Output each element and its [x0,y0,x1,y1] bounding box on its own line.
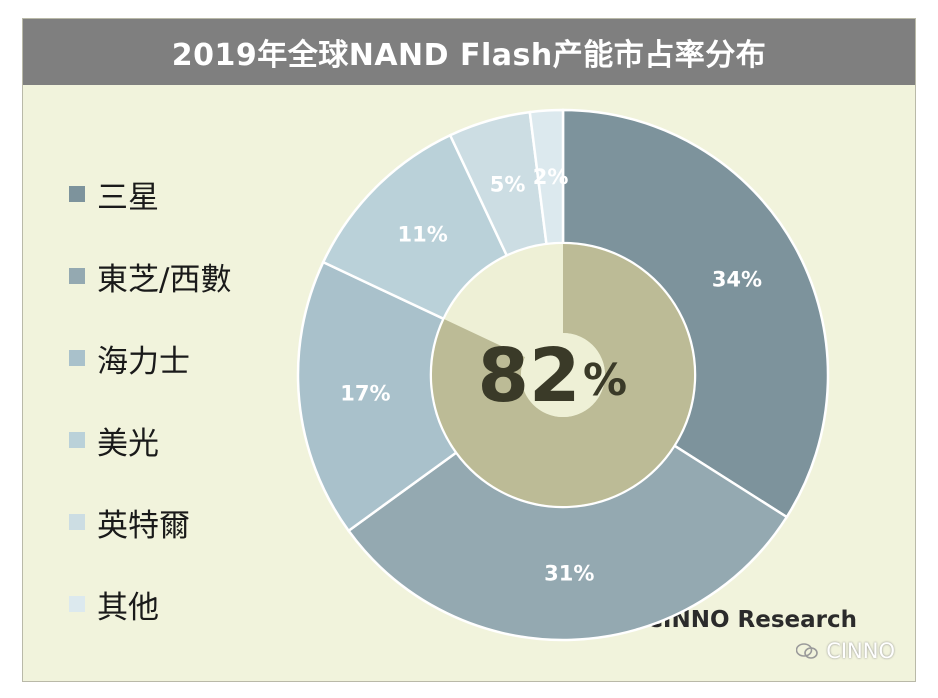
legend-label: 其他 [97,589,159,626]
legend-swatch [69,268,85,284]
wechat-icon [796,643,818,659]
watermark-text: CINNO [826,639,895,663]
legend-item: 東芝/西數 [69,235,231,317]
slice-data-label: 5% [490,172,526,196]
donut-slice [296,260,458,533]
donut-slice [528,108,565,246]
legend-item: 美光 [69,399,231,481]
legend-label: 英特爾 [97,507,190,544]
slice-data-label: 11% [398,223,448,247]
legend-label: 美光 [97,425,159,462]
donut-slice [561,108,830,519]
legend: 三星東芝/西數海力士美光英特爾其他 [69,153,231,645]
slice-data-label: 17% [340,382,390,406]
slice-data-label: 34% [712,267,762,291]
center-value-label: 82 [478,333,581,419]
legend-swatch [69,596,85,612]
title-bar: 2019年全球NAND Flash产能市占率分布 [23,19,915,85]
legend-item: 其他 [69,563,231,645]
donut-slice [346,444,789,642]
legend-label: 三星 [97,179,159,216]
center-unit-label: % [583,355,627,406]
legend-item: 三星 [69,153,231,235]
inner-ring-fill [431,244,695,506]
chart-title: 2019年全球NAND Flash产能市占率分布 [171,38,767,73]
legend-swatch [69,432,85,448]
legend-swatch [69,350,85,366]
slice-data-label: 31% [544,561,594,585]
slice-data-label: 2% [533,165,569,189]
legend-label: 東芝/西數 [97,261,232,298]
legend-item: 英特爾 [69,481,231,563]
legend-item: 海力士 [69,317,231,399]
legend-swatch [69,186,85,202]
inner-hole [521,333,605,417]
watermark: CINNO [796,639,895,663]
legend-swatch [69,514,85,530]
legend-label: 海力士 [97,343,190,380]
